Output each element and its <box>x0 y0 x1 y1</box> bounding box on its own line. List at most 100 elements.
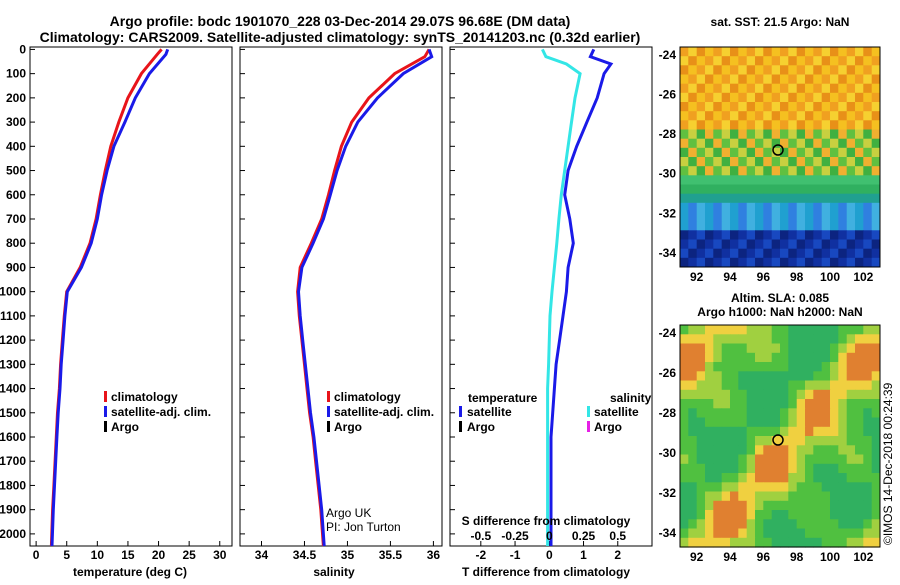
map-cell <box>821 454 831 465</box>
map-cell <box>696 83 706 94</box>
map-cell <box>805 193 814 204</box>
map-cell <box>863 519 873 530</box>
map-cell <box>838 445 848 456</box>
map-cell <box>821 325 831 335</box>
map-cell <box>805 147 814 158</box>
map-cell <box>855 417 864 428</box>
map-cell <box>688 473 698 483</box>
map-cell <box>680 74 689 85</box>
map-cell <box>721 120 731 130</box>
legend-swatch-t-argo <box>459 421 462 432</box>
map-cell <box>771 454 781 465</box>
map-cell <box>763 445 773 456</box>
map-cell <box>688 257 698 268</box>
map-cell <box>688 352 698 363</box>
map-cell <box>738 537 748 548</box>
map-cell <box>838 92 848 103</box>
map-cell <box>788 147 798 158</box>
map-cell <box>830 83 839 94</box>
map-cell <box>871 257 881 268</box>
map-cell <box>746 519 756 530</box>
map-cell <box>721 102 731 112</box>
map-cell <box>688 325 698 335</box>
map-cell <box>855 343 864 354</box>
map-cell <box>821 102 831 112</box>
map-cell <box>846 408 856 419</box>
map-cell <box>696 239 706 250</box>
map-cell <box>771 65 781 75</box>
map-cell <box>680 257 689 268</box>
map-cell <box>805 175 814 185</box>
map-cell <box>871 202 881 213</box>
map-cell <box>846 230 856 240</box>
map-cell <box>863 500 873 511</box>
map-cell <box>688 436 698 446</box>
map-cell <box>763 147 773 158</box>
map-y-tick-label: -34 <box>659 526 677 540</box>
map-cell <box>730 129 739 140</box>
map-cell <box>780 147 789 158</box>
map-cell <box>755 399 764 409</box>
map-cell <box>780 426 789 437</box>
map-cell <box>846 184 856 195</box>
map-cell <box>730 83 739 94</box>
map-cell <box>713 537 723 548</box>
map-cell <box>788 352 798 363</box>
map-x-tick-label: 98 <box>790 270 804 284</box>
map-y-tick-label: -28 <box>659 127 677 141</box>
map-cell <box>821 175 831 185</box>
map-cell <box>763 408 773 419</box>
map-cell <box>755 147 764 158</box>
map-cell <box>696 212 706 222</box>
map-cell <box>771 519 781 530</box>
map-cell <box>755 92 764 103</box>
map-cell <box>688 426 698 437</box>
map-cell <box>705 500 714 511</box>
map-cell <box>688 83 698 94</box>
map-cell <box>705 239 714 250</box>
map-cell <box>721 426 731 437</box>
map-cell <box>713 380 723 391</box>
map-cell <box>738 221 748 231</box>
map-cell <box>713 120 723 130</box>
map-x-tick-label: 92 <box>690 550 704 564</box>
map-cell <box>863 257 873 268</box>
map-cell <box>788 92 798 103</box>
map-cell <box>838 56 848 66</box>
map-cell <box>713 147 723 158</box>
map-cell <box>730 120 739 130</box>
depth-tick-label: 500 <box>6 164 26 178</box>
map-cell <box>696 482 706 493</box>
map-cell <box>871 56 881 66</box>
map-cell <box>788 74 798 85</box>
map-cell <box>755 445 764 456</box>
map-cell <box>838 528 848 539</box>
map-cell <box>846 129 856 140</box>
map-cell <box>771 482 781 493</box>
map-cell <box>771 362 781 372</box>
map-cell <box>838 47 848 57</box>
map-cell <box>696 111 706 121</box>
map-cell <box>746 436 756 446</box>
map-cell <box>705 537 714 548</box>
s-difference-label: S difference from climatology <box>462 514 631 528</box>
map-cell <box>705 362 714 372</box>
map-cell <box>688 248 698 259</box>
map-cell <box>696 120 706 130</box>
map-cell <box>846 371 856 382</box>
map-cell <box>721 239 731 250</box>
map-cell <box>738 138 748 149</box>
map-cell <box>780 417 789 428</box>
map-cell <box>780 184 789 195</box>
map-cell <box>830 362 839 372</box>
map-cell <box>780 352 789 363</box>
map-cell <box>738 482 748 493</box>
map-cell <box>796 74 806 85</box>
map-cell <box>780 343 789 354</box>
map-cell <box>713 417 723 428</box>
map-cell <box>680 482 689 493</box>
map-cell <box>746 221 756 231</box>
map-cell <box>755 510 764 520</box>
map-cell <box>821 239 831 250</box>
map-cell <box>813 399 823 409</box>
